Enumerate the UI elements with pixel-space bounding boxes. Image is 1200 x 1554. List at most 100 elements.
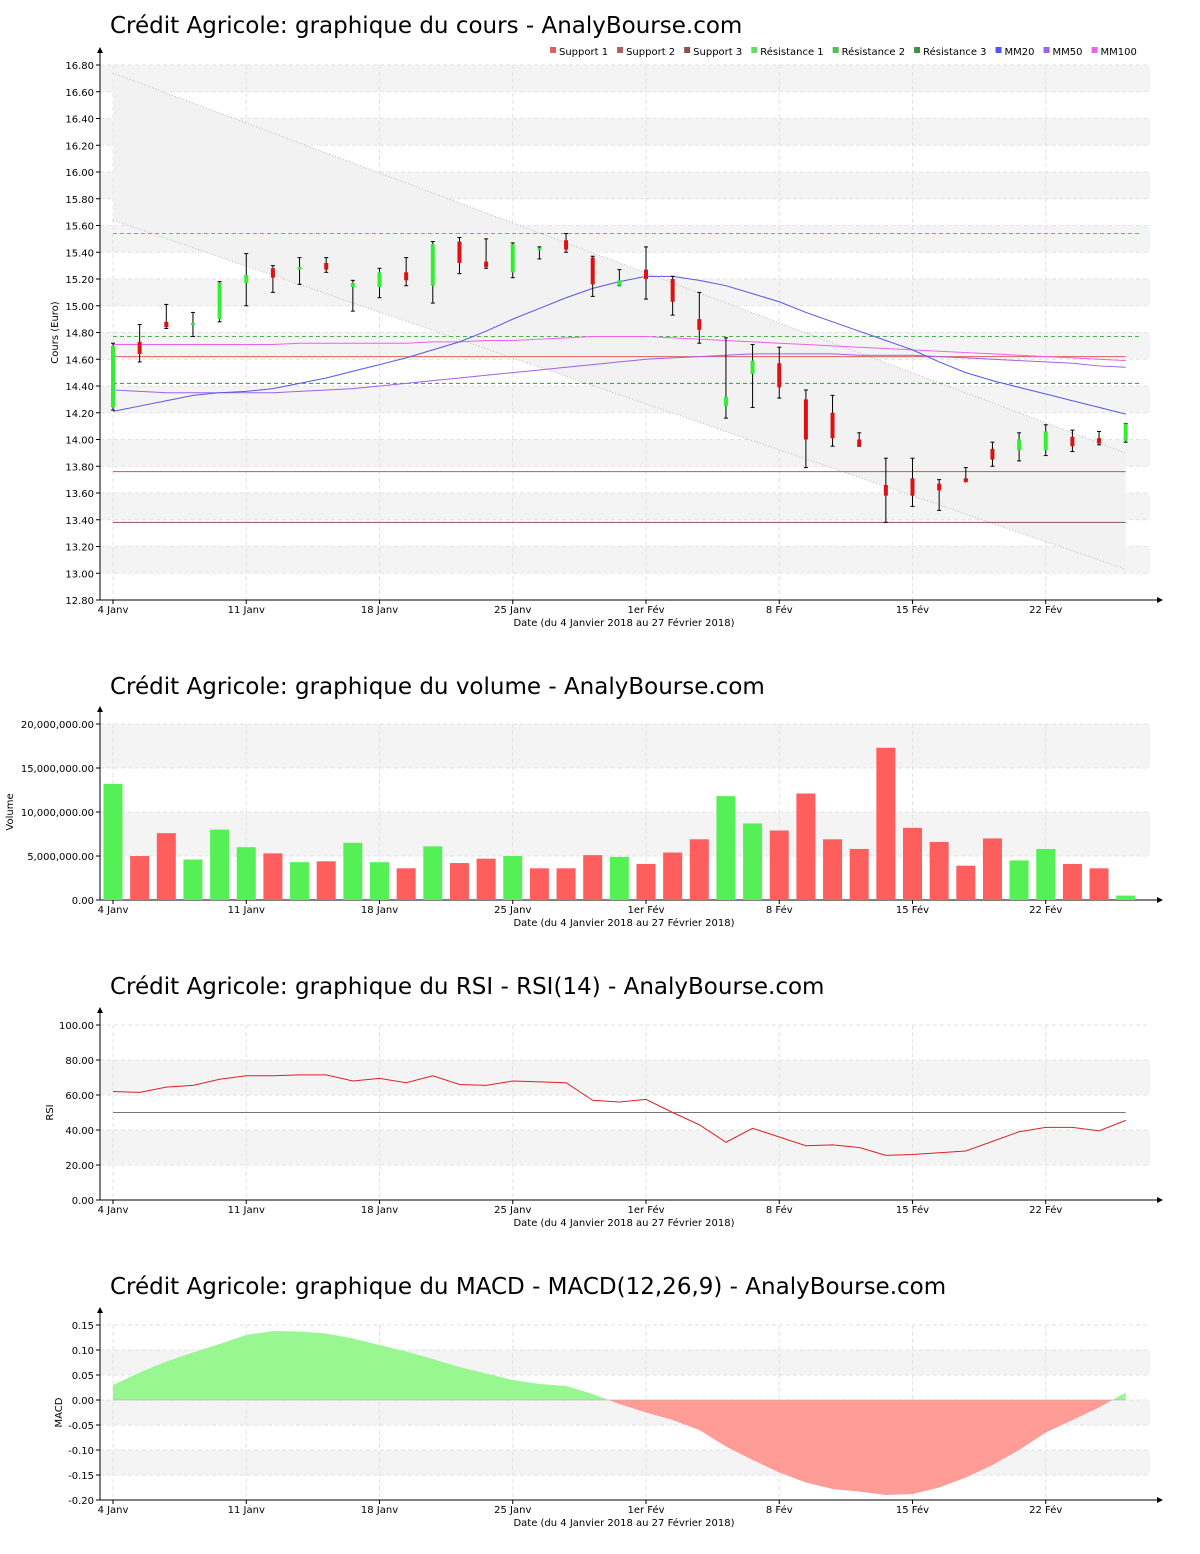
price-candle (777, 363, 782, 388)
macd-xtick-label: 22 Fév (1029, 1504, 1062, 1516)
volume-bar (529, 868, 549, 900)
macd-positive-area (113, 1331, 609, 1400)
macd-y-axis-label: MACD (54, 1397, 65, 1427)
price-candle (270, 268, 275, 278)
price-candle (910, 478, 915, 496)
volume-bar (849, 848, 869, 900)
rsi-xtick-label: 1er Fév (627, 1204, 664, 1216)
price-candle (457, 241, 462, 263)
rsi-xtick-label: 4 Janv (98, 1205, 129, 1216)
rsi-xtick-label: 22 Fév (1029, 1204, 1062, 1216)
legend-label: Support 1 (559, 47, 608, 58)
volume-bar (1116, 895, 1136, 900)
price-candle (564, 240, 569, 250)
price-candle (883, 484, 888, 496)
rsi-plot (112, 1074, 1126, 1156)
macd-y-arrow (97, 1307, 103, 1313)
volume-x-arrow (1157, 897, 1163, 903)
macd-ytick-label: -0.10 (68, 1446, 94, 1457)
price-candle (510, 244, 515, 273)
legend-swatch (914, 47, 921, 53)
price-candle (617, 280, 622, 286)
macd-xtick-label: 18 Janv (361, 1505, 398, 1516)
price-candle (697, 319, 702, 330)
rsi-y-axis-label: RSI (45, 1104, 56, 1120)
volume-bar (556, 868, 576, 900)
macd-ytick-label: -0.05 (68, 1421, 94, 1432)
legend-swatch (1043, 47, 1050, 53)
price-candle (137, 341, 142, 354)
price-ytick-label: 15.40 (65, 248, 94, 259)
price-candle (1017, 439, 1022, 451)
rsi-xtick-label: 15 Fév (896, 1204, 929, 1216)
rsi-chart-title: Crédit Agricole: graphique du RSI - RSI(… (110, 974, 824, 1000)
price-ytick-label: 15.00 (65, 302, 94, 313)
legend-swatch (751, 47, 758, 53)
legend-swatch (617, 47, 624, 53)
price-ytick-label: 14.20 (65, 409, 94, 420)
volume-ytick-label: 20,000,000.00 (21, 720, 94, 731)
price-candle (377, 272, 382, 288)
volume-bar (396, 868, 416, 900)
volume-bar (636, 863, 656, 900)
macd-x-axis-label: Date (du 4 Janvier 2018 au 27 Février 20… (513, 1517, 734, 1529)
volume-bar (290, 862, 310, 900)
price-candle (1070, 436, 1075, 447)
volume-xtick-label: 1er Fév (627, 904, 664, 916)
volume-bar (823, 839, 843, 900)
legend-swatch (684, 47, 691, 53)
price-ytick-label: 15.60 (65, 222, 94, 233)
volume-xtick-label: 8 Fév (766, 904, 793, 916)
volume-bar (903, 827, 922, 900)
volume-bar (503, 856, 523, 900)
price-ytick-label: 13.40 (65, 516, 94, 527)
volume-bar (1036, 848, 1056, 900)
macd-ytick-label: 0.10 (72, 1346, 94, 1357)
legend-swatch (832, 47, 839, 53)
price-ytick-label: 14.00 (65, 436, 94, 447)
price-candle (297, 266, 302, 270)
macd-x-arrow (1157, 1497, 1163, 1503)
price-candle (537, 248, 542, 251)
macd-negative-area (608, 1400, 1113, 1495)
rsi-ytick-label: 0.00 (72, 1196, 94, 1207)
price-candle (990, 448, 995, 460)
volume-bar (743, 823, 763, 900)
price-xtick-label: 25 Janv (494, 605, 531, 616)
price-chart: Crédit Agricole: graphique du cours - An… (110, 13, 742, 39)
volume-bar (343, 842, 363, 900)
price-ytick-label: 14.60 (65, 355, 94, 366)
volume-xtick-label: 15 Fév (896, 904, 929, 916)
price-xtick-label: 22 Fév (1029, 604, 1062, 616)
legend-swatch (550, 47, 556, 53)
volume-bar (1089, 868, 1109, 900)
volume-bar (583, 855, 603, 900)
volume-bar (263, 853, 283, 900)
legend-label: Support 3 (693, 47, 742, 58)
volume-bar (929, 841, 949, 900)
volume-bar (449, 863, 469, 900)
macd-ytick-label: 0.00 (72, 1396, 94, 1407)
price-y-axis-label: Cours (Euro) (50, 301, 61, 364)
price-candle (857, 439, 862, 447)
volume-y-axis-label: Volume (5, 793, 16, 830)
price-y-arrow (97, 47, 103, 53)
volume-ytick-label: 5,000,000.00 (27, 852, 94, 863)
volume-bar (663, 852, 683, 900)
price-ytick-label: 13.80 (65, 462, 94, 473)
volume-bar (956, 865, 976, 900)
price-x-axis-label: Date (du 4 Janvier 2018 au 27 Février 20… (513, 617, 734, 629)
price-ytick-label: 16.40 (65, 115, 94, 126)
price-candle (350, 283, 355, 288)
legend-label: Support 2 (626, 47, 675, 58)
rsi-ytick-label: 80.00 (65, 1056, 94, 1067)
volume-bar (156, 833, 176, 900)
rsi-xtick-label: 11 Janv (228, 1205, 265, 1216)
price-candle (190, 323, 195, 326)
price-trend-channel (113, 73, 1126, 570)
rsi-xtick-label: 25 Janv (494, 1205, 531, 1216)
rsi-x-axis-label: Date (du 4 Janvier 2018 au 27 Février 20… (513, 1217, 734, 1229)
price-candle (484, 261, 489, 267)
volume-bar (769, 830, 789, 900)
price-candle (590, 257, 595, 285)
